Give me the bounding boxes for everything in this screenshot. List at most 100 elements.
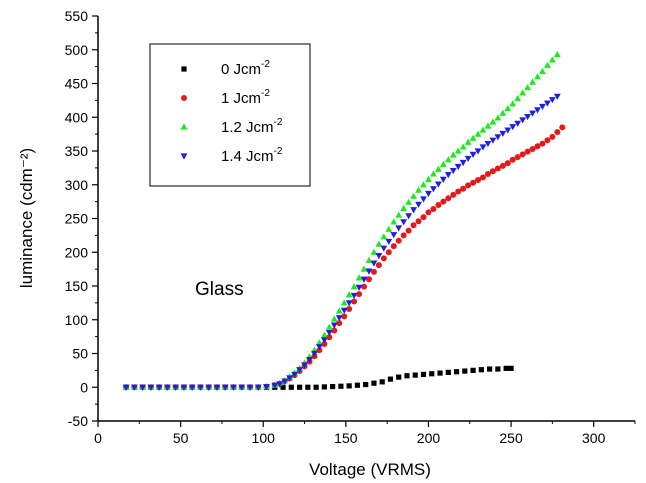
data-point xyxy=(412,372,418,378)
data-point xyxy=(400,219,408,226)
data-point xyxy=(415,201,422,208)
data-point xyxy=(489,118,497,125)
data-point xyxy=(375,253,383,260)
data-point xyxy=(410,192,417,199)
y-tick-label: 0 xyxy=(80,379,88,395)
y-tick-label: 450 xyxy=(65,76,89,92)
data-point xyxy=(221,384,229,391)
data-point xyxy=(370,268,377,275)
legend-marker xyxy=(180,153,188,160)
y-tick-label: 500 xyxy=(65,42,89,58)
data-point xyxy=(459,143,467,150)
data-point xyxy=(351,298,358,305)
data-point xyxy=(453,369,460,375)
data-point xyxy=(405,213,413,220)
legend: 0 Jcm-2 1 Jcm-2 1.2 Jcm-2 1.4 Jcm-2 xyxy=(149,43,311,187)
data-point xyxy=(534,107,541,114)
data-point xyxy=(508,365,514,371)
data-point xyxy=(484,140,492,148)
data-point xyxy=(320,337,328,344)
data-point xyxy=(180,384,188,391)
data-point xyxy=(238,384,246,391)
data-point xyxy=(524,83,531,91)
data-point xyxy=(459,159,467,167)
data-point xyxy=(469,151,477,158)
y-tick-label: 50 xyxy=(72,346,88,362)
y-tick-label: 400 xyxy=(65,109,89,125)
data-point xyxy=(449,167,457,175)
data-point xyxy=(559,124,566,131)
data-point xyxy=(390,218,398,225)
data-point xyxy=(504,160,511,167)
axes xyxy=(92,15,636,427)
data-point xyxy=(395,237,402,244)
data-point xyxy=(445,369,451,375)
data-point xyxy=(405,227,412,234)
data-point xyxy=(286,375,294,382)
data-point xyxy=(330,383,336,390)
y-tick-label: 150 xyxy=(65,278,89,294)
data-point xyxy=(139,384,147,391)
data-point xyxy=(509,124,517,131)
data-point xyxy=(213,384,221,391)
data-point xyxy=(340,299,348,306)
data-point xyxy=(554,129,561,136)
data-point xyxy=(336,320,343,327)
data-point xyxy=(365,276,372,283)
data-point xyxy=(355,274,363,281)
data-point xyxy=(331,327,338,334)
data-point xyxy=(437,370,443,376)
data-point xyxy=(356,291,363,298)
data-point xyxy=(450,191,457,198)
data-point xyxy=(435,202,442,208)
data-point xyxy=(430,206,437,213)
data-point xyxy=(534,143,541,150)
data-point xyxy=(454,147,462,154)
data-point xyxy=(529,78,536,85)
data-point xyxy=(385,249,392,256)
data-point xyxy=(313,384,319,390)
data-point xyxy=(455,188,462,195)
data-point xyxy=(172,384,180,391)
legend-label: 0 Jcm-2 xyxy=(221,59,270,78)
data-point xyxy=(420,196,427,203)
x-tick-label: 150 xyxy=(334,430,358,446)
data-point xyxy=(470,179,477,186)
data-point xyxy=(288,384,294,390)
data-point xyxy=(390,232,398,239)
data-point xyxy=(296,384,303,390)
data-point xyxy=(544,137,551,144)
data-point xyxy=(326,334,333,341)
data-point xyxy=(365,268,373,275)
data-point xyxy=(330,315,338,322)
data-point xyxy=(499,109,507,116)
data-point xyxy=(325,323,333,330)
data-point xyxy=(387,376,394,382)
data-point xyxy=(439,176,447,183)
legend-label: 1.2 Jcm-2 xyxy=(221,117,283,136)
data-point xyxy=(494,134,502,141)
data-point xyxy=(514,120,522,127)
data-point xyxy=(205,384,213,391)
data-point xyxy=(385,238,393,246)
data-point xyxy=(335,307,343,314)
x-tick-label: 100 xyxy=(252,430,276,446)
data-point xyxy=(346,383,352,389)
data-point xyxy=(254,384,262,391)
data-point xyxy=(276,381,284,388)
data-point xyxy=(425,209,432,216)
data-point xyxy=(341,313,348,320)
data-point xyxy=(306,356,313,364)
data-point xyxy=(346,305,353,312)
data-point xyxy=(519,117,527,124)
data-point xyxy=(379,379,385,385)
y-tick-label: -50 xyxy=(68,413,88,429)
data-point xyxy=(469,134,477,141)
data-point xyxy=(263,383,270,391)
data-point xyxy=(420,181,427,188)
data-point xyxy=(503,365,509,371)
data-point xyxy=(544,100,551,107)
data-point xyxy=(371,380,377,386)
data-point xyxy=(470,367,476,373)
